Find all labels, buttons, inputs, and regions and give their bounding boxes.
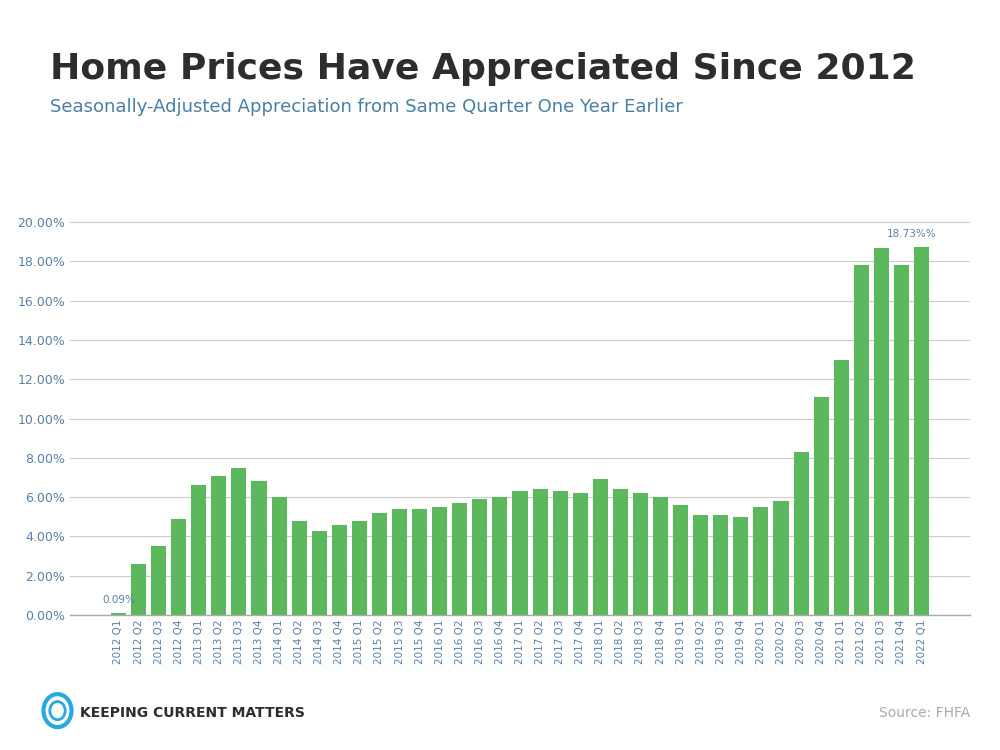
Bar bbox=[794, 452, 809, 615]
Bar bbox=[533, 489, 548, 615]
Bar bbox=[312, 530, 327, 615]
Text: Home Prices Have Appreciated Since 2012: Home Prices Have Appreciated Since 2012 bbox=[50, 53, 916, 86]
Bar bbox=[272, 497, 287, 615]
Bar bbox=[673, 505, 688, 615]
Bar bbox=[512, 491, 528, 615]
Bar bbox=[432, 507, 447, 615]
Bar bbox=[613, 489, 628, 615]
Bar bbox=[472, 499, 487, 615]
Bar bbox=[834, 360, 849, 615]
Bar bbox=[492, 497, 507, 615]
Bar bbox=[211, 476, 226, 615]
Bar bbox=[412, 509, 427, 615]
Bar bbox=[653, 497, 668, 615]
Bar bbox=[874, 248, 889, 615]
Text: 0.09%: 0.09% bbox=[102, 596, 135, 605]
Bar bbox=[773, 501, 789, 615]
Text: 18.73%%: 18.73%% bbox=[887, 230, 936, 239]
Bar bbox=[713, 514, 728, 615]
Bar bbox=[914, 247, 929, 615]
Bar bbox=[251, 482, 267, 615]
Bar bbox=[753, 507, 768, 615]
Text: Seasonally-Adjusted Appreciation from Same Quarter One Year Earlier: Seasonally-Adjusted Appreciation from Sa… bbox=[50, 98, 683, 116]
Bar bbox=[633, 494, 648, 615]
Bar bbox=[553, 491, 568, 615]
Bar bbox=[693, 514, 708, 615]
Bar bbox=[332, 525, 347, 615]
Text: KEEPING CURRENT MATTERS: KEEPING CURRENT MATTERS bbox=[80, 706, 305, 720]
Bar bbox=[131, 564, 146, 615]
Bar bbox=[814, 397, 829, 615]
Bar bbox=[452, 503, 467, 615]
Text: Source: FHFA: Source: FHFA bbox=[879, 706, 970, 720]
Bar bbox=[352, 520, 367, 615]
Bar bbox=[573, 494, 588, 615]
Bar bbox=[111, 614, 126, 615]
Bar bbox=[171, 519, 186, 615]
Bar bbox=[191, 485, 206, 615]
Bar bbox=[372, 513, 387, 615]
Bar bbox=[231, 468, 246, 615]
Bar bbox=[733, 517, 748, 615]
Bar bbox=[593, 479, 608, 615]
Bar bbox=[854, 266, 869, 615]
Bar bbox=[392, 509, 407, 615]
Bar bbox=[292, 520, 307, 615]
Bar bbox=[151, 546, 166, 615]
Bar bbox=[894, 266, 909, 615]
